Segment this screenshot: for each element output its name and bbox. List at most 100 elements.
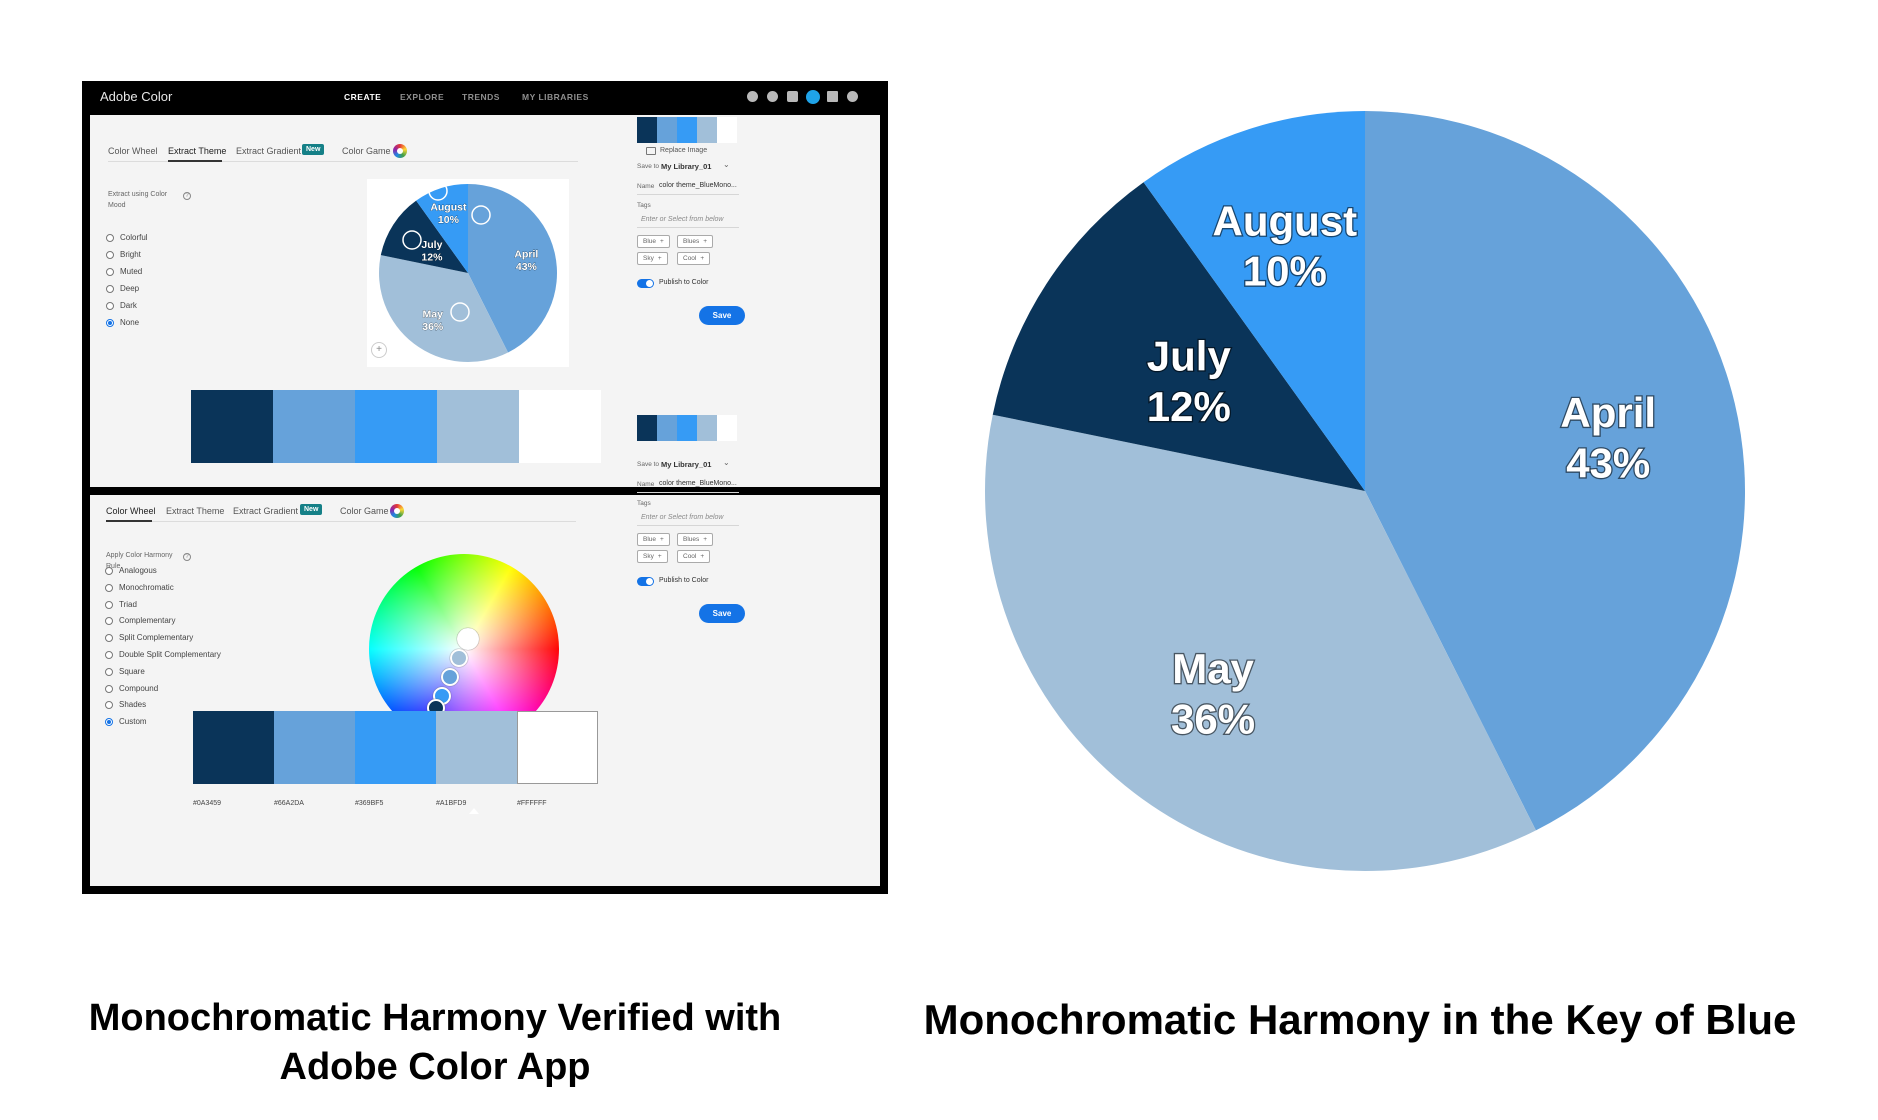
radio-colorful[interactable]: Colorful: [106, 231, 148, 245]
nav-my-libraries[interactable]: MY LIBRARIES: [522, 92, 589, 102]
tag-cool[interactable]: Cool +: [677, 550, 711, 563]
add-tag-icon[interactable]: +: [660, 536, 664, 543]
library-select[interactable]: My Library_01: [661, 162, 712, 171]
radio-muted[interactable]: Muted: [106, 265, 142, 279]
radio-split-complementary[interactable]: Split Complementary: [105, 631, 193, 645]
nav-trends[interactable]: TRENDS: [462, 92, 500, 102]
apps-grid-icon[interactable]: [827, 91, 838, 102]
tab-color-game[interactable]: Color Game: [342, 146, 391, 156]
publish-toggle[interactable]: [637, 577, 654, 586]
avatar[interactable]: [806, 90, 820, 104]
radio-button[interactable]: [105, 684, 113, 693]
color-picker-handle-3[interactable]: [402, 230, 422, 250]
add-tag-icon[interactable]: +: [703, 536, 708, 543]
nav-explore[interactable]: EXPLORE: [400, 92, 445, 102]
help-icon[interactable]: [767, 91, 778, 102]
color-game-icon[interactable]: [390, 504, 404, 518]
wheel-handle-light[interactable]: [450, 649, 468, 667]
hex-code-4[interactable]: #A1BFD9: [436, 800, 467, 807]
hex-code-3[interactable]: #369BF5: [355, 800, 384, 807]
tags-input[interactable]: Enter or Select from below: [641, 216, 724, 223]
swatch-4[interactable]: [437, 390, 519, 463]
add-tag-icon[interactable]: +: [700, 255, 705, 262]
color-picker-handle-4[interactable]: [450, 302, 470, 322]
library-select[interactable]: My Library_01: [661, 460, 712, 469]
tag-sky[interactable]: Sky +: [637, 252, 668, 265]
save-button[interactable]: Save: [699, 306, 745, 325]
tab-color-wheel[interactable]: Color Wheel: [106, 506, 156, 516]
radio-button[interactable]: [105, 718, 113, 727]
swatch-1[interactable]: [193, 711, 274, 784]
swatch-3[interactable]: [355, 711, 436, 784]
hex-code-1[interactable]: #0A3459: [193, 800, 222, 807]
chevron-down-icon[interactable]: ⌄: [723, 458, 730, 467]
tag-blues[interactable]: Blues +: [677, 235, 714, 248]
theme-name-input[interactable]: color theme_BlueMono...: [659, 480, 737, 487]
accessibility-icon[interactable]: [747, 91, 758, 102]
radio-button[interactable]: [105, 600, 113, 609]
radio-button[interactable]: [105, 567, 113, 575]
tag-blue[interactable]: Blue +: [637, 533, 670, 546]
add-color-icon[interactable]: +: [371, 342, 387, 358]
nav-create[interactable]: CREATE: [344, 92, 382, 102]
theme-name-input[interactable]: color theme_BlueMono...: [659, 182, 737, 189]
radio-analogous[interactable]: Analogous: [105, 564, 157, 578]
hex-code-5[interactable]: #FFFFFF: [517, 800, 547, 807]
tab-extract-gradient[interactable]: Extract Gradient: [236, 146, 302, 156]
radio-none[interactable]: None: [106, 316, 139, 330]
image-icon[interactable]: [646, 147, 656, 155]
radio-dark[interactable]: Dark: [106, 299, 137, 313]
tab-color-game[interactable]: Color Game: [340, 506, 389, 516]
swatch-4[interactable]: [436, 711, 517, 784]
publish-toggle[interactable]: [637, 279, 654, 288]
radio-button[interactable]: [106, 251, 114, 259]
radio-deep[interactable]: Deep: [106, 282, 139, 296]
radio-button[interactable]: [105, 651, 113, 659]
add-tag-icon[interactable]: +: [660, 238, 664, 245]
wheel-handle-white[interactable]: [457, 628, 479, 650]
radio-button[interactable]: [106, 234, 114, 242]
radio-button[interactable]: [105, 701, 113, 710]
tag-cool[interactable]: Cool +: [677, 252, 711, 265]
swatch-5[interactable]: [519, 390, 601, 463]
swatch-2[interactable]: [273, 390, 355, 463]
add-tag-icon[interactable]: +: [657, 255, 662, 262]
radio-bright[interactable]: Bright: [106, 248, 141, 262]
radio-button[interactable]: [106, 319, 114, 327]
radio-monochromatic[interactable]: Monochromatic: [105, 581, 174, 595]
radio-button[interactable]: [106, 268, 114, 276]
color-game-icon[interactable]: [393, 144, 407, 158]
tab-extract-theme[interactable]: Extract Theme: [168, 146, 227, 156]
radio-double-split-complementary[interactable]: Double Split Complementary: [105, 648, 221, 662]
app-brand[interactable]: Adobe Color: [100, 89, 173, 104]
wheel-handle-medium[interactable]: [441, 668, 459, 686]
tab-extract-theme[interactable]: Extract Theme: [166, 506, 225, 516]
add-tag-icon[interactable]: +: [700, 553, 705, 560]
tab-extract-gradient[interactable]: Extract Gradient: [233, 506, 299, 516]
color-picker-handle-1[interactable]: [428, 181, 448, 201]
radio-button[interactable]: [106, 302, 114, 310]
hex-code-2[interactable]: #66A2DA: [274, 800, 304, 807]
color-picker-handle-2[interactable]: [471, 205, 491, 225]
radio-button[interactable]: [105, 667, 113, 676]
chevron-down-icon[interactable]: ⌄: [723, 160, 730, 169]
radio-compound[interactable]: Compound: [105, 682, 158, 696]
creative-cloud-icon[interactable]: [847, 91, 858, 102]
add-tag-icon[interactable]: +: [703, 238, 708, 245]
radio-triad[interactable]: Triad: [105, 598, 137, 612]
radio-complementary[interactable]: Complementary: [105, 614, 175, 628]
tag-sky[interactable]: Sky +: [637, 550, 668, 563]
radio-custom[interactable]: Custom: [105, 715, 147, 729]
swatch-3[interactable]: [355, 390, 437, 463]
harmony-help-icon[interactable]: ?: [183, 553, 191, 561]
swatch-5[interactable]: [517, 711, 598, 784]
tab-color-wheel[interactable]: Color Wheel: [108, 146, 158, 156]
mood-help-icon[interactable]: ?: [183, 192, 191, 200]
replace-image-link[interactable]: Replace Image: [660, 147, 708, 154]
save-button[interactable]: Save: [699, 604, 745, 623]
tags-input[interactable]: Enter or Select from below: [641, 514, 724, 521]
radio-button[interactable]: [105, 583, 113, 592]
tag-blues[interactable]: Blues +: [677, 533, 714, 546]
tag-blue[interactable]: Blue +: [637, 235, 670, 248]
swatch-1[interactable]: [191, 390, 273, 463]
